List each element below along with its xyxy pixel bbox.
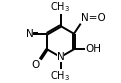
Text: N=O: N=O [81, 13, 106, 23]
Text: CH$_3$: CH$_3$ [50, 69, 71, 83]
Text: OH: OH [86, 44, 102, 54]
Text: N: N [57, 52, 64, 62]
Text: N: N [26, 29, 34, 39]
Text: CH$_3$: CH$_3$ [50, 0, 71, 14]
Text: O: O [31, 60, 40, 70]
